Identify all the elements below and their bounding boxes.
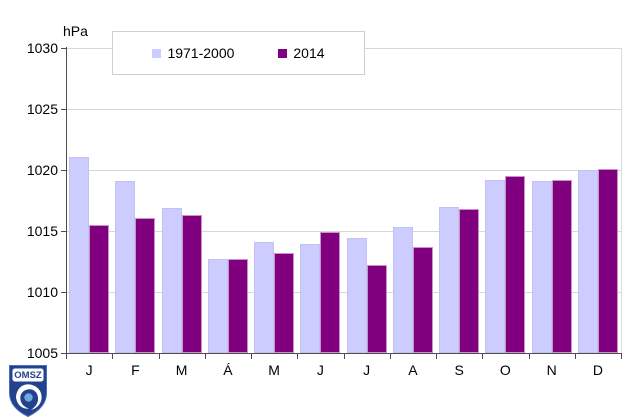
x-tick-7 <box>389 354 391 359</box>
x-tick-0 <box>66 354 67 359</box>
x-category-label-1: J <box>85 362 93 378</box>
y-tick-1020 <box>61 170 66 171</box>
legend-label-1971-2000: 1971-2000 <box>167 45 235 61</box>
logo-label-box <box>12 368 44 382</box>
y-tick-label-1005: 1005 <box>26 345 58 361</box>
legend-item-1971-2000: 1971-2000 <box>152 45 234 61</box>
x-category-label-10: O <box>499 362 511 378</box>
bar-1971-2000-month-2 <box>115 180 136 353</box>
bar-1971-2000-month-11 <box>531 180 552 353</box>
bar-1971-2000-month-10 <box>485 179 506 353</box>
bar-2014-month-6 <box>320 232 341 353</box>
bar-2014-month-9 <box>459 209 480 353</box>
y-tick-label-1020: 1020 <box>26 162 58 178</box>
x-axis-line <box>63 353 622 354</box>
y-tick-label-1010: 1010 <box>26 284 58 300</box>
y-tick-1030 <box>61 48 66 49</box>
gridline-1010 <box>66 292 621 293</box>
x-category-label-12: D <box>592 362 603 378</box>
legend-item-2014: 2014 <box>278 45 325 61</box>
gridline-1020 <box>66 170 621 171</box>
x-category-label-5: M <box>268 362 280 378</box>
bar-1971-2000-month-8 <box>392 227 413 353</box>
bar-1971-2000-month-3 <box>161 207 182 353</box>
bar-2014-month-5 <box>274 252 295 353</box>
bar-1971-2000-month-6 <box>300 244 321 353</box>
bar-1971-2000-month-1 <box>69 156 90 353</box>
logo-label: OMSZ <box>14 370 42 381</box>
x-category-label-7: J <box>363 362 371 378</box>
x-tick-11 <box>574 354 576 359</box>
x-category-label-6: J <box>316 362 324 378</box>
bar-1971-2000-month-4 <box>207 259 228 353</box>
x-tick-3 <box>204 354 206 359</box>
x-tick-1 <box>112 354 114 359</box>
omsz-logo: OMSZ <box>9 365 47 418</box>
logo-wave <box>16 384 42 410</box>
x-category-label-3: M <box>175 362 188 378</box>
x-category-label-8: A <box>408 362 418 378</box>
bar-2014-month-1 <box>89 224 110 353</box>
bar-2014-month-2 <box>135 217 156 353</box>
x-tick-6 <box>343 354 345 359</box>
bar-2014-month-3 <box>181 215 202 353</box>
bar-2014-month-8 <box>412 246 433 353</box>
bar-2014-month-10 <box>505 176 526 353</box>
x-tick-12 <box>621 354 622 359</box>
legend-swatch-2014 <box>278 48 288 58</box>
bar-2014-month-11 <box>551 179 572 353</box>
x-tick-4 <box>251 354 252 359</box>
x-tick-10 <box>528 354 530 359</box>
plot-area <box>66 48 621 353</box>
y-tick-1015 <box>61 231 66 232</box>
x-category-label-2: F <box>131 362 140 378</box>
y-tick-1025 <box>61 109 66 110</box>
bar-1971-2000-month-5 <box>254 241 275 353</box>
y-tick-label-1030: 1030 <box>26 40 58 56</box>
x-tick-8 <box>436 354 437 359</box>
x-category-label-9: S <box>454 362 464 378</box>
x-tick-9 <box>482 354 484 359</box>
bar-1971-2000-month-12 <box>577 170 598 353</box>
gridline-1025 <box>66 109 621 110</box>
bar-2014-month-4 <box>227 259 248 353</box>
bar-1971-2000-month-7 <box>346 238 367 353</box>
y-tick-1005 <box>61 353 66 354</box>
y-tick-1010 <box>61 292 66 293</box>
bar-2014-month-7 <box>366 265 387 353</box>
bar-1971-2000-month-9 <box>439 206 460 353</box>
y-tick-label-1015: 1015 <box>26 223 58 239</box>
legend-label-2014: 2014 <box>293 45 325 61</box>
bar-2014-month-12 <box>597 168 618 353</box>
logo-wave-center <box>24 393 33 402</box>
y-axis-unit-label: hPa <box>63 23 88 39</box>
x-category-label-4: Á <box>223 362 233 378</box>
plot-right-border <box>621 48 622 354</box>
x-tick-2 <box>158 354 160 359</box>
x-tick-5 <box>297 354 299 359</box>
x-category-label-11: N <box>546 362 557 378</box>
legend: 1971-2000 2014 <box>112 31 365 75</box>
gridline-1015 <box>66 231 621 232</box>
legend-swatch-1971-2000 <box>152 48 162 58</box>
y-axis-line <box>66 47 67 354</box>
y-tick-label-1025: 1025 <box>26 101 58 117</box>
